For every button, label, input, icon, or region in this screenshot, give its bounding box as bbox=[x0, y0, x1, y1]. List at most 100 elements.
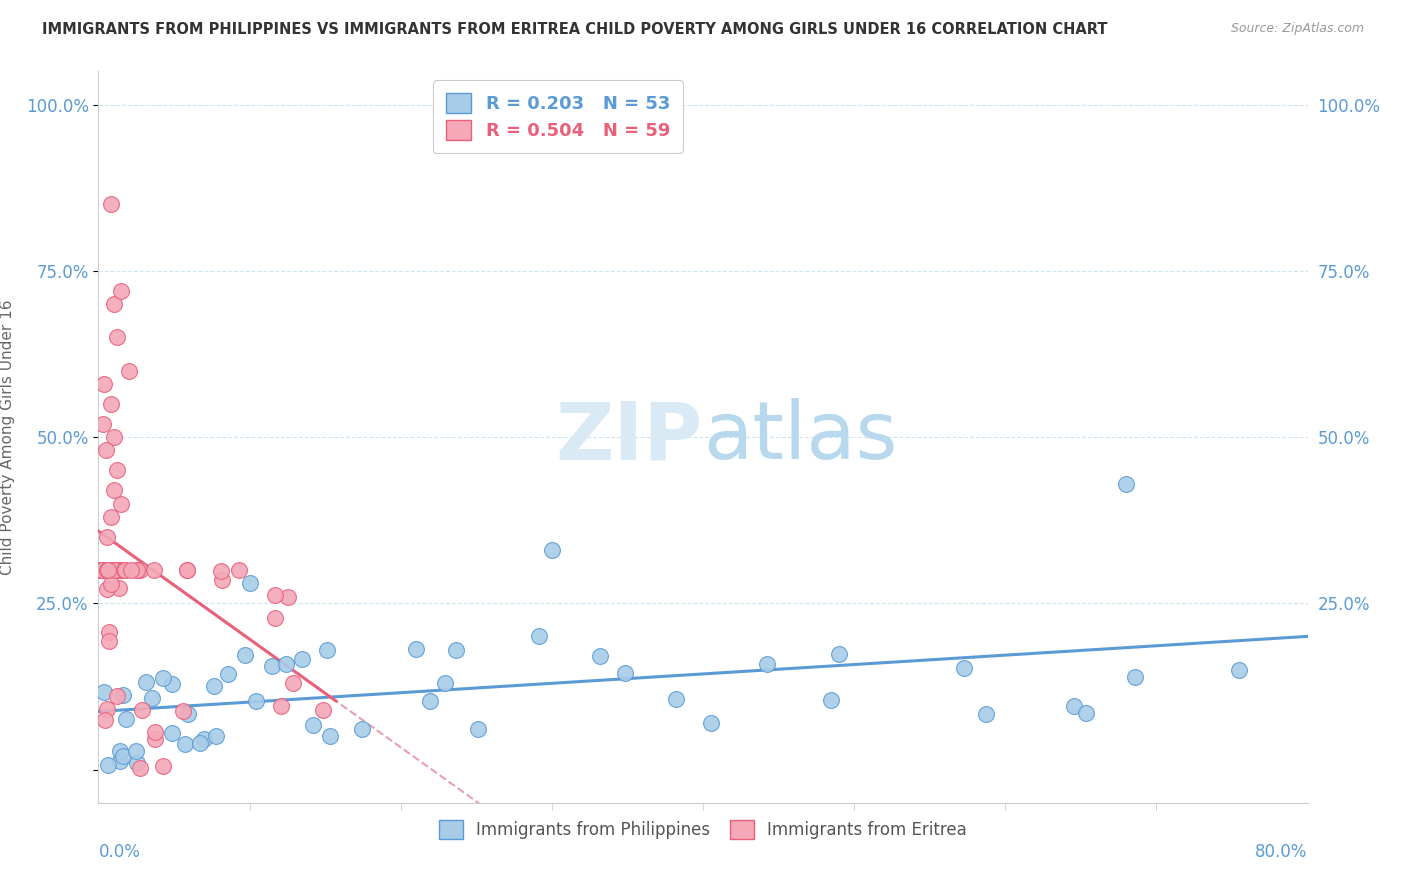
Point bbox=[202, 679, 225, 693]
Point bbox=[94, 563, 117, 577]
Text: ZIP: ZIP bbox=[555, 398, 703, 476]
Point bbox=[93, 376, 115, 391]
Point bbox=[129, 761, 152, 775]
Point bbox=[277, 590, 299, 604]
Point bbox=[105, 463, 128, 477]
Point bbox=[419, 694, 441, 708]
Point bbox=[115, 712, 138, 726]
Point bbox=[589, 648, 612, 663]
Point bbox=[239, 576, 262, 591]
Point bbox=[160, 677, 183, 691]
Point bbox=[91, 563, 114, 577]
Point bbox=[433, 676, 456, 690]
Point bbox=[96, 563, 118, 577]
Point bbox=[93, 685, 115, 699]
Point bbox=[103, 483, 125, 498]
Point bbox=[143, 731, 166, 746]
Point bbox=[127, 563, 149, 577]
Point bbox=[108, 754, 131, 768]
Point bbox=[89, 563, 111, 577]
Point bbox=[172, 704, 194, 718]
Point bbox=[103, 297, 125, 311]
Point bbox=[108, 563, 131, 577]
Point bbox=[315, 643, 337, 657]
Point bbox=[127, 756, 149, 770]
Point bbox=[96, 702, 118, 716]
Point bbox=[103, 430, 125, 444]
Point bbox=[97, 758, 120, 772]
Point bbox=[820, 692, 842, 706]
Point bbox=[270, 699, 292, 714]
Point bbox=[93, 713, 115, 727]
Point bbox=[91, 417, 114, 431]
Point bbox=[143, 725, 166, 739]
Point bbox=[94, 443, 117, 458]
Point bbox=[120, 563, 142, 577]
Point bbox=[1115, 476, 1137, 491]
Point bbox=[97, 633, 120, 648]
Point bbox=[319, 729, 342, 743]
Point bbox=[1063, 699, 1085, 714]
Point bbox=[467, 722, 489, 736]
Point bbox=[105, 330, 128, 344]
Point bbox=[211, 573, 233, 587]
Point bbox=[233, 648, 256, 662]
Point bbox=[274, 657, 297, 671]
Point bbox=[262, 658, 284, 673]
Point bbox=[100, 563, 122, 577]
Point bbox=[100, 563, 122, 577]
Point bbox=[129, 563, 152, 577]
Point bbox=[108, 744, 131, 758]
Point bbox=[405, 642, 427, 657]
Point bbox=[1074, 706, 1097, 721]
Point bbox=[665, 692, 688, 706]
Point bbox=[444, 643, 467, 657]
Point bbox=[105, 563, 128, 577]
Point bbox=[104, 563, 127, 577]
Point bbox=[291, 652, 314, 666]
Point bbox=[176, 563, 198, 577]
Point bbox=[162, 726, 184, 740]
Point bbox=[110, 284, 132, 298]
Point bbox=[127, 563, 149, 577]
Point bbox=[110, 497, 132, 511]
Y-axis label: Child Poverty Among Girls Under 16: Child Poverty Among Girls Under 16 bbox=[0, 300, 14, 574]
Point bbox=[112, 563, 135, 577]
Point bbox=[100, 576, 122, 591]
Point bbox=[100, 397, 122, 411]
Point bbox=[827, 647, 849, 661]
Point bbox=[527, 629, 550, 643]
Point bbox=[100, 509, 122, 524]
Point bbox=[312, 703, 335, 717]
Point bbox=[152, 759, 174, 773]
Point bbox=[217, 667, 239, 681]
Point bbox=[107, 563, 129, 577]
Point bbox=[204, 729, 226, 743]
Point bbox=[108, 581, 131, 595]
Point bbox=[96, 530, 118, 544]
Point bbox=[177, 706, 200, 721]
Text: IMMIGRANTS FROM PHILIPPINES VS IMMIGRANTS FROM ERITREA CHILD POVERTY AMONG GIRLS: IMMIGRANTS FROM PHILIPPINES VS IMMIGRANT… bbox=[42, 22, 1108, 37]
Point bbox=[301, 717, 323, 731]
Point bbox=[152, 671, 174, 685]
Point bbox=[540, 543, 562, 558]
Point bbox=[228, 563, 250, 577]
Point bbox=[174, 737, 197, 751]
Point bbox=[700, 715, 723, 730]
Point bbox=[974, 706, 997, 721]
Point bbox=[135, 675, 157, 690]
Point bbox=[143, 563, 166, 577]
Point bbox=[264, 588, 287, 602]
Text: Source: ZipAtlas.com: Source: ZipAtlas.com bbox=[1230, 22, 1364, 36]
Point bbox=[281, 676, 304, 690]
Point bbox=[125, 744, 148, 758]
Text: 80.0%: 80.0% bbox=[1256, 843, 1308, 861]
Text: 0.0%: 0.0% bbox=[98, 843, 141, 861]
Point bbox=[111, 749, 134, 764]
Point bbox=[952, 661, 974, 675]
Point bbox=[350, 722, 373, 736]
Point bbox=[1227, 664, 1250, 678]
Point bbox=[193, 732, 215, 747]
Text: atlas: atlas bbox=[703, 398, 897, 476]
Point bbox=[614, 665, 637, 680]
